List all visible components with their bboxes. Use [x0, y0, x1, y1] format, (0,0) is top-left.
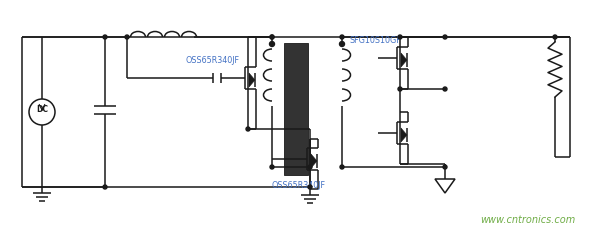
Circle shape: [443, 35, 447, 39]
Circle shape: [308, 185, 312, 189]
Polygon shape: [401, 128, 407, 142]
Circle shape: [308, 165, 312, 169]
Circle shape: [443, 87, 447, 91]
Circle shape: [103, 35, 107, 39]
Circle shape: [443, 165, 447, 169]
Circle shape: [103, 185, 107, 189]
Polygon shape: [401, 53, 407, 67]
Circle shape: [270, 35, 274, 39]
Polygon shape: [311, 154, 317, 168]
Circle shape: [270, 35, 274, 39]
Polygon shape: [435, 179, 455, 193]
Text: DC: DC: [36, 105, 48, 114]
Circle shape: [270, 165, 274, 169]
Text: OSS65R340JF: OSS65R340JF: [185, 56, 239, 65]
Polygon shape: [249, 73, 255, 87]
Circle shape: [269, 42, 275, 47]
Circle shape: [340, 35, 344, 39]
Circle shape: [398, 87, 402, 91]
Circle shape: [246, 127, 250, 131]
Text: www.cntronics.com: www.cntronics.com: [480, 215, 575, 225]
Circle shape: [125, 35, 129, 39]
Text: OSS65R340JF: OSS65R340JF: [272, 181, 326, 190]
Circle shape: [340, 42, 344, 47]
Text: SFG10S10GF: SFG10S10GF: [350, 36, 402, 45]
Circle shape: [398, 35, 402, 39]
Circle shape: [553, 35, 557, 39]
Bar: [284, 43, 308, 175]
Circle shape: [340, 165, 344, 169]
